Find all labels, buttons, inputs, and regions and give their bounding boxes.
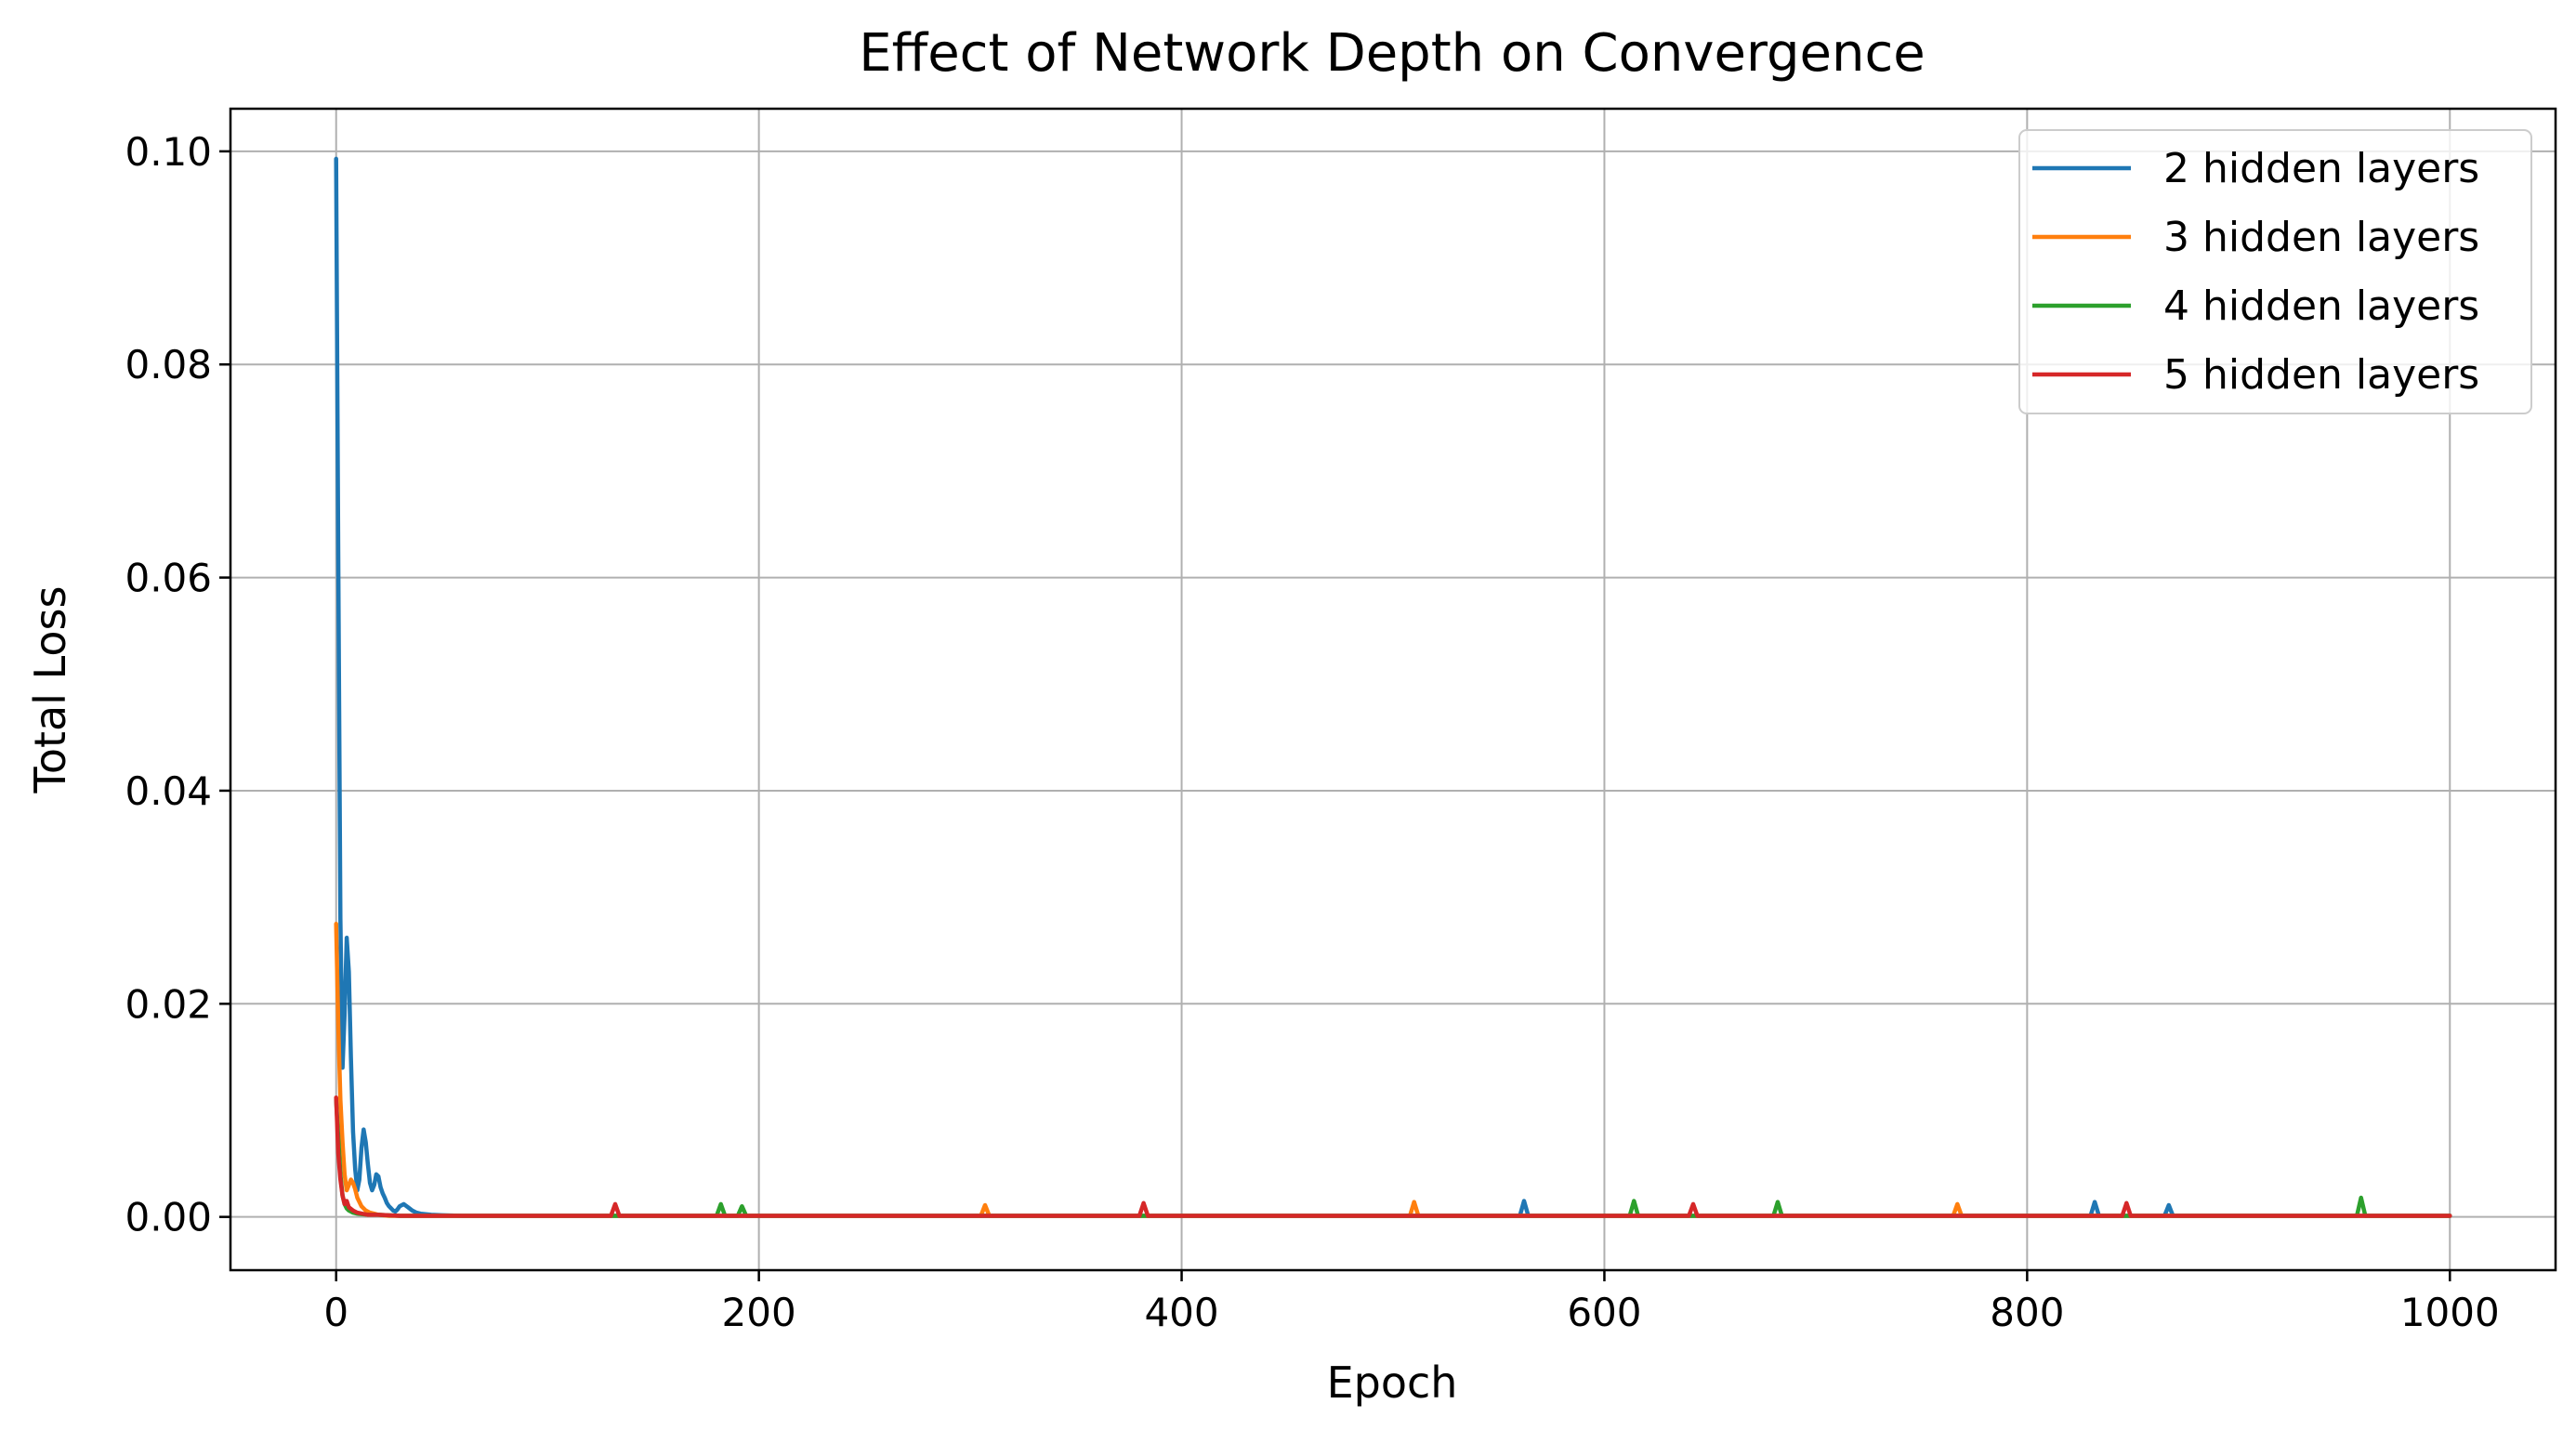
y-tick-label: 0.06	[125, 556, 212, 601]
legend-label: 4 hidden layers	[2163, 282, 2479, 330]
legend-label: 3 hidden layers	[2163, 214, 2479, 261]
chart-title: Effect of Network Depth on Convergence	[859, 23, 1925, 84]
x-tick-label: 200	[722, 1290, 796, 1335]
legend-label: 2 hidden layers	[2163, 145, 2479, 192]
legend: 2 hidden layers 3 hidden layers 4 hidden l…	[2018, 129, 2532, 414]
y-tick-label: 0.04	[125, 768, 212, 814]
plot-area-frame	[229, 107, 2557, 1272]
y-tick-label: 0.02	[125, 981, 212, 1027]
y-tick-label: 0.10	[125, 129, 212, 175]
x-axis-label: Epoch	[1327, 1358, 1458, 1408]
x-axis-ticks: 0 200 400 600 800 1000	[323, 1270, 2500, 1335]
y-axis-label: Total Loss	[25, 586, 75, 794]
x-tick-label: 600	[1567, 1290, 1641, 1335]
y-tick-label: 0.00	[125, 1195, 212, 1240]
x-tick-label: 800	[1990, 1290, 2064, 1335]
x-tick-label: 0	[323, 1290, 348, 1335]
legend-label: 5 hidden layers	[2163, 351, 2479, 399]
x-tick-label: 400	[1144, 1290, 1218, 1335]
series-line-5-hidden-layers	[334, 1095, 2452, 1218]
x-tick-label: 1000	[2400, 1290, 2500, 1335]
data-series	[334, 156, 2452, 1218]
legend-box	[2018, 129, 2532, 414]
y-axis-ticks: 0.00 0.02 0.04 0.06 0.08 0.10	[125, 129, 230, 1240]
y-tick-label: 0.08	[125, 342, 212, 387]
